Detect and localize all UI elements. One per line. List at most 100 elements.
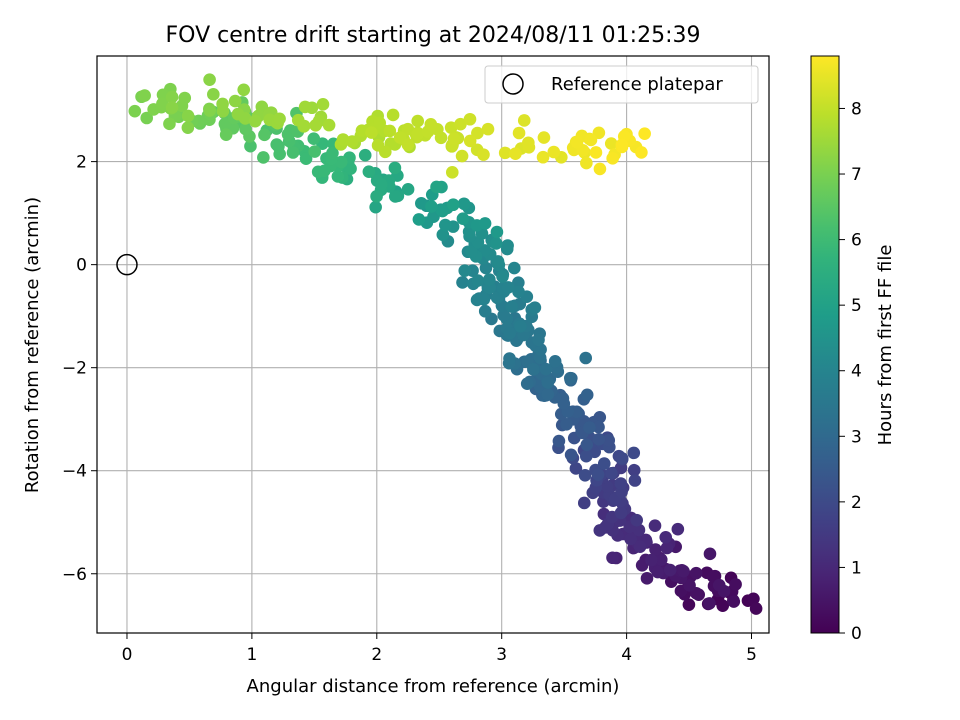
data-point (219, 128, 233, 142)
data-point (579, 449, 593, 463)
data-point (163, 117, 176, 131)
data-point (237, 83, 251, 97)
data-point (497, 308, 510, 322)
x-tick-label: 3 (496, 645, 507, 665)
data-point (430, 180, 443, 194)
data-point (463, 134, 477, 148)
data-point (470, 293, 484, 307)
data-point (316, 98, 330, 111)
data-point (512, 276, 525, 290)
chart-title: FOV centre drift starting at 2024/08/11 … (166, 23, 701, 48)
data-point (627, 463, 641, 477)
y-tick-label: 2 (76, 153, 87, 173)
x-axis-label: Angular distance from reference (arcmin) (247, 676, 620, 697)
data-point (272, 140, 285, 153)
data-point (649, 543, 662, 556)
data-point (299, 152, 313, 165)
legend: Reference platepar (484, 65, 759, 104)
data-point (537, 131, 551, 144)
data-point (580, 388, 594, 402)
data-point (645, 553, 658, 567)
data-point (383, 124, 397, 138)
data-point (514, 319, 527, 333)
colorbar-tick-label: 3 (851, 427, 862, 447)
data-point (560, 418, 573, 431)
data-point (517, 114, 531, 127)
data-point (716, 599, 730, 613)
data-point (597, 457, 611, 470)
data-point (374, 178, 388, 191)
data-point (615, 138, 629, 152)
data-point (447, 132, 461, 145)
data-point (465, 245, 478, 258)
data-point (520, 377, 534, 390)
data-point (640, 572, 654, 585)
plot-frame (96, 55, 770, 634)
data-point (747, 592, 760, 606)
y-axis-label: Rotation from reference (arcmin) (22, 197, 43, 493)
data-point (138, 89, 151, 102)
colorbar-tick-label: 8 (851, 99, 862, 119)
data-point (659, 530, 673, 544)
data-point (308, 145, 322, 158)
data-point (614, 506, 628, 520)
data-point (584, 133, 598, 147)
data-point (286, 146, 300, 159)
data-point (605, 467, 618, 480)
data-point (291, 113, 305, 127)
data-point (178, 91, 192, 105)
data-point (638, 127, 651, 140)
data-point (207, 88, 220, 101)
colorbar-label: Hours from first FF file (875, 245, 896, 446)
data-point (564, 448, 578, 462)
data-point (548, 355, 562, 368)
data-point (577, 496, 591, 510)
data-point (727, 595, 741, 608)
colorbar (810, 55, 840, 634)
reference-platepar-marker (116, 253, 138, 276)
data-point (386, 108, 400, 122)
legend-marker-reference (502, 73, 524, 95)
data-point (401, 122, 415, 136)
data-point (703, 597, 716, 610)
data-point (456, 276, 469, 289)
data-point (547, 145, 561, 159)
data-point (591, 468, 605, 481)
data-point (478, 217, 492, 230)
data-point (228, 94, 242, 108)
data-point (181, 109, 195, 123)
data-point (477, 148, 490, 161)
data-point (503, 326, 517, 340)
colorbar-ticks: 0 1 2 3 4 5 6 7 8 (839, 99, 862, 644)
data-point (203, 73, 216, 86)
scatter-points (128, 73, 763, 615)
colorbar-tick-label: 2 (851, 493, 862, 513)
x-tick-label: 4 (621, 645, 632, 665)
data-point (580, 438, 594, 452)
data-point (140, 111, 154, 125)
data-point (602, 434, 616, 447)
data-point (522, 136, 535, 150)
data-point (606, 152, 619, 165)
data-point (455, 149, 469, 163)
data-point (489, 237, 503, 250)
data-point (532, 333, 545, 347)
data-point (411, 127, 425, 141)
colorbar-tick-label: 5 (851, 296, 862, 316)
data-point (578, 468, 592, 482)
data-point (355, 124, 369, 137)
data-point (654, 553, 668, 566)
data-point (181, 121, 195, 134)
data-point (671, 522, 685, 536)
legend-box (484, 65, 759, 104)
y-tick-label: 0 (76, 256, 87, 276)
data-point (606, 551, 619, 565)
data-point (334, 155, 348, 169)
data-point (388, 190, 402, 203)
data-point (365, 126, 378, 139)
data-point (557, 397, 571, 410)
data-point (128, 104, 142, 118)
data-point (663, 563, 677, 577)
data-point (412, 213, 426, 226)
